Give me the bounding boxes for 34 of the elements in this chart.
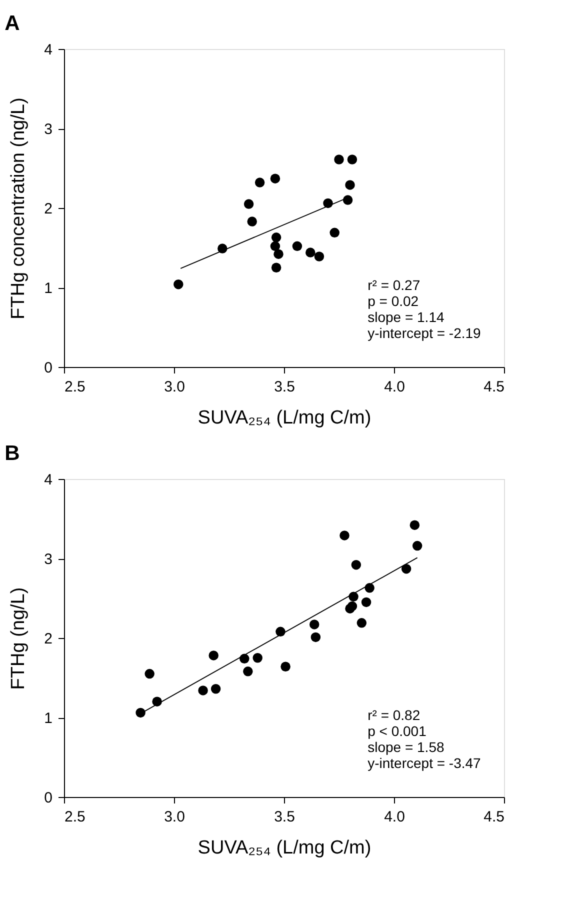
annotation: y-intercept = -3.47 — [368, 754, 482, 771]
x-tick-label: 2.5 — [64, 378, 86, 396]
y-tick-label: 0 — [44, 790, 52, 806]
x-axis-title: SUVA₂₅₄ (L/mg C/m) — [198, 408, 372, 428]
y-tick-label: 3 — [44, 551, 52, 568]
x-tick-label: 3.0 — [164, 808, 185, 826]
x-tick-label: 3.5 — [274, 808, 295, 826]
y-tick-label: 2 — [44, 200, 52, 218]
annotation: r² = 0.27 — [368, 276, 420, 293]
x-tick-label: 3.5 — [274, 378, 295, 396]
x-tick-label: 4.5 — [484, 808, 504, 826]
annotation: r² = 0.82 — [368, 706, 420, 723]
x-axis-title: SUVA₂₅₄ (L/mg C/m) — [198, 838, 372, 858]
annotation: p < 0.001 — [368, 722, 427, 739]
x-tick-label: 3.0 — [164, 378, 185, 396]
annotation: y-intercept = -2.19 — [368, 324, 482, 341]
y-tick-label: 2 — [44, 630, 52, 648]
chart-title: A — [4, 12, 20, 35]
y-axis-title: FTHg (ng/L) — [8, 587, 30, 690]
annotation: slope = 1.58 — [368, 738, 444, 755]
y-tick-label: 1 — [44, 280, 52, 297]
chart-title: B — [4, 442, 20, 465]
y-tick-label: 1 — [44, 710, 52, 727]
y-tick-label: 4 — [44, 472, 52, 488]
y-tick-label: 0 — [44, 360, 52, 376]
x-tick-label: 2.5 — [64, 808, 86, 826]
y-tick-label: 3 — [44, 121, 52, 138]
x-tick-label: 4.0 — [384, 378, 405, 396]
annotation: p = 0.02 — [368, 292, 419, 309]
x-tick-label: 4.0 — [384, 808, 405, 826]
x-tick-label: 4.5 — [484, 378, 504, 396]
annotation: slope = 1.14 — [368, 308, 444, 325]
y-axis-title: FTHg concentration (ng/L) — [8, 98, 30, 320]
y-tick-label: 4 — [44, 42, 52, 58]
